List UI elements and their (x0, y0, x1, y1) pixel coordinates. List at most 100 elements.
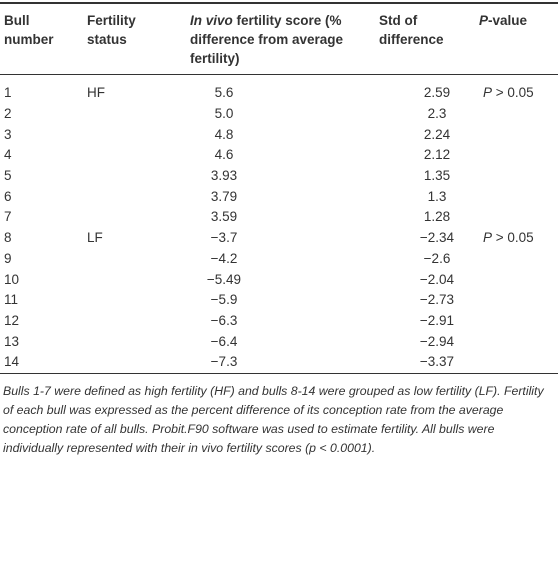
text-segment: P (479, 13, 489, 28)
table-row: 4 4.6 2.12 (0, 145, 558, 166)
status-cell (83, 290, 183, 311)
text-segment: P (483, 230, 493, 246)
table-row: 1 HF 5.6 2.59 P > 0.05 (0, 75, 558, 104)
p-value-cell (475, 331, 558, 352)
text-segment: > 0.05 (492, 85, 534, 101)
bull-cell: 9 (4, 250, 12, 266)
p-value-cell (475, 104, 558, 125)
status-cell (83, 186, 183, 207)
status-cell (83, 311, 183, 332)
p-value-cell (475, 207, 558, 228)
p-value-cell (475, 269, 558, 290)
table-row: 12 −6.3 −2.91 (0, 311, 558, 332)
bull-cell: 11 (4, 292, 19, 308)
text-segment: P (483, 85, 493, 101)
table-row: 3 4.8 2.24 (0, 124, 558, 145)
p-value-cell (475, 145, 558, 166)
status-cell: HF (87, 85, 105, 101)
footnote: Bulls 1-7 were defined as high fertility… (3, 383, 544, 455)
table-row: 7 3.59 1.28 (0, 207, 558, 228)
bull-cell: 3 (4, 126, 12, 142)
score-cell: −4.2 (210, 250, 238, 266)
text-segment: Std of difference (379, 13, 444, 47)
bull-cell: 12 (4, 312, 20, 328)
p-value-cell (475, 290, 558, 311)
p-value-cell (475, 352, 558, 373)
std-cell: −3.37 (419, 354, 455, 370)
std-cell: −2.34 (419, 230, 455, 246)
bull-cell: 7 (4, 209, 12, 225)
header-cell: Fertility status (83, 3, 183, 75)
bull-cell: 2 (4, 106, 12, 122)
table-row: 14 −7.3 −3.37 (0, 352, 558, 374)
status-cell (83, 104, 183, 125)
table-row: 8 LF −3.7 −2.34 P > 0.05 (0, 228, 558, 249)
bull-cell: 10 (4, 271, 20, 287)
text-segment: In vivo (190, 13, 233, 28)
status-cell (83, 207, 183, 228)
page: Bull number Fertility status In vivo ferti… (0, 2, 558, 458)
score-cell: −6.4 (210, 333, 238, 349)
table-row: 5 3.93 1.35 (0, 166, 558, 187)
table-row: 13 −6.4 −2.94 (0, 331, 558, 352)
status-cell (83, 352, 183, 373)
p-value-cell (475, 124, 558, 145)
status-cell (83, 331, 183, 352)
score-cell: 3.59 (210, 209, 238, 225)
score-cell: −6.3 (210, 312, 238, 328)
status-cell (83, 145, 183, 166)
bull-cell: 1 (4, 85, 12, 101)
std-cell: 2.12 (423, 147, 451, 163)
table-header: Bull number Fertility status In vivo ferti… (0, 3, 558, 75)
bull-cell: 6 (4, 188, 12, 204)
header-cell: Bull number (0, 3, 83, 75)
std-cell: 1.28 (423, 209, 451, 225)
std-cell: −2.6 (423, 250, 451, 266)
score-cell: 5.6 (214, 85, 234, 101)
std-cell: −2.94 (419, 333, 455, 349)
text-segment: > 0.05 (492, 230, 534, 246)
bull-cell: 13 (4, 333, 20, 349)
std-cell: −2.73 (419, 292, 455, 308)
status-cell (83, 166, 183, 187)
p-value-cell (475, 166, 558, 187)
score-cell: −5.49 (206, 271, 242, 287)
table-row: 9 −4.2 −2.6 (0, 249, 558, 270)
std-cell: −2.91 (419, 312, 455, 328)
std-cell: 2.24 (423, 126, 451, 142)
bull-cell: 4 (4, 147, 12, 163)
text-segment: Fertility status (87, 13, 136, 47)
p-value-cell: P > 0.05 (475, 75, 558, 104)
table-row: 2 5.0 2.3 (0, 104, 558, 125)
header-cell: In vivo fertility score (% difference fr… (183, 3, 375, 75)
header-cell: P-value (475, 3, 558, 75)
table-row: 11 −5.9 −2.73 (0, 290, 558, 311)
score-cell: 3.93 (210, 168, 238, 184)
p-value-cell (475, 249, 558, 270)
score-cell: −7.3 (210, 354, 238, 370)
header-cell: Std of difference (375, 3, 475, 75)
score-cell: 5.0 (214, 106, 234, 122)
status-cell: LF (87, 230, 103, 246)
bull-cell: 5 (4, 168, 12, 184)
score-cell: 3.79 (210, 188, 238, 204)
std-cell: 2.59 (423, 85, 451, 101)
score-cell: 4.6 (214, 147, 234, 163)
status-cell (83, 249, 183, 270)
table-row: 10 −5.49 −2.04 (0, 269, 558, 290)
score-cell: −5.9 (210, 292, 238, 308)
std-cell: −2.04 (419, 271, 455, 287)
std-cell: 2.3 (427, 106, 447, 122)
status-cell (83, 269, 183, 290)
std-cell: 1.35 (423, 168, 451, 184)
score-cell: 4.8 (214, 126, 234, 142)
p-value-cell (475, 311, 558, 332)
table-row: 6 3.79 1.3 (0, 186, 558, 207)
data-table: Bull number Fertility status In vivo ferti… (0, 2, 558, 374)
table-body: 1 HF 5.6 2.59 P > 0.05 2 5.0 2.3 3 4.8 2.24 4 4.6 2.1… (0, 75, 558, 374)
text-segment: Bull number (4, 13, 54, 47)
bull-cell: 8 (4, 230, 12, 246)
p-value-cell: P > 0.05 (475, 228, 558, 249)
bull-cell: 14 (4, 354, 20, 370)
p-value-cell (475, 186, 558, 207)
